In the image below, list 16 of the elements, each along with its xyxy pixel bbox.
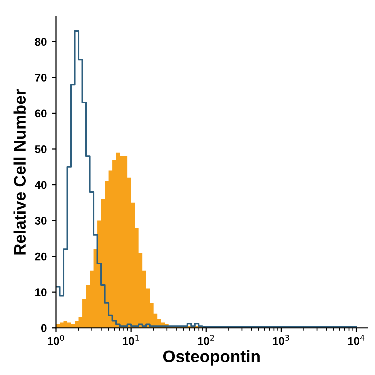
y-tick-label: 50 (35, 146, 47, 154)
x-tick-label: 10$^{3}$ (273, 335, 290, 346)
y-tick-label: 30 (35, 217, 47, 225)
y-tick-label: 20 (35, 252, 47, 261)
y-tick-label: 40 (35, 181, 47, 190)
y-axis-title: Relative Cell Number (14, 89, 26, 255)
y-tick-label: 10 (36, 288, 47, 296)
y-tick-label: 80 (35, 38, 47, 46)
y-tick-label: 60 (35, 110, 47, 118)
x-tick-label: 10$^{1}$ (123, 335, 140, 346)
x-tick-label: 10$^{0}$ (48, 335, 64, 346)
x-tick-label: 10$^{2}$ (198, 335, 214, 346)
x-axis-title: Osteopontin (163, 350, 260, 366)
y-tick-label: 70 (35, 74, 47, 82)
y-tick-label: 0 (41, 324, 47, 332)
x-tick-label: 10$^{4}$ (348, 335, 365, 346)
